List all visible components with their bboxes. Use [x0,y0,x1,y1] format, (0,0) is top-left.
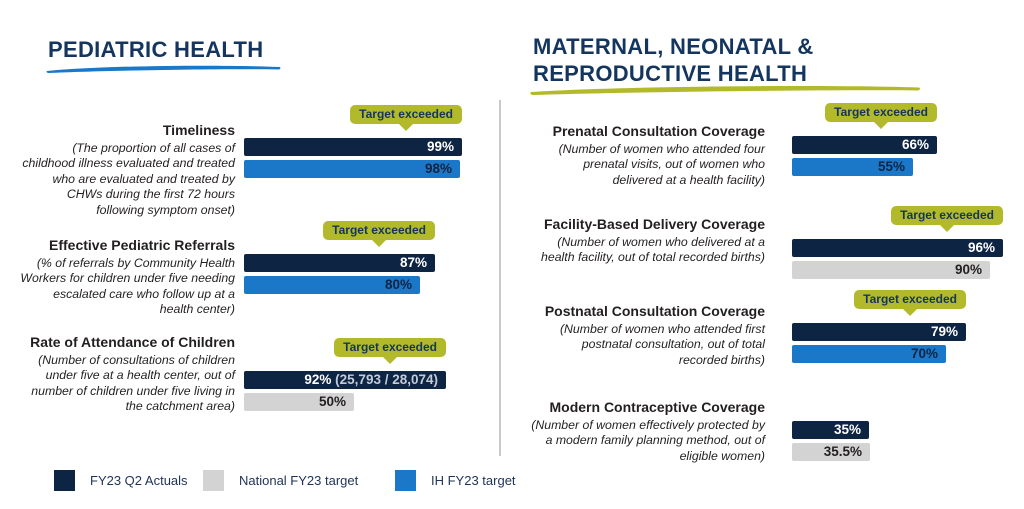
metric-referrals-text: Effective Pediatric Referrals (% of refe… [18,237,235,318]
metric-title: Modern Contraceptive Coverage [549,399,766,415]
bar-ih-fy23-target: 98% [244,160,460,178]
bar-fy23-q2-actuals: 99% [244,138,462,156]
legend-swatch-ih-target [395,470,416,491]
legend-label: National FY23 target [239,473,359,488]
metric-timeliness-text: Timeliness (The proportion of all cases … [18,122,235,218]
metric-description: (The proportion of all cases of childhoo… [22,140,235,217]
legend-item-national-target: National FY23 target [203,470,358,491]
badge-label: Target exceeded [863,292,957,306]
metric-postnatal-bars: Target exceeded 79% 70% [792,290,966,367]
maternal-health-heading: MATERNAL, NEONATAL & REPRODUCTIVE HEALTH [533,33,814,87]
badge-row: Target exceeded [244,105,462,131]
pediatric-health-heading: PEDIATRIC HEALTH [48,37,264,62]
metric-description: (Number of women who attended first post… [559,321,765,367]
metric-description: (Number of women effectively protected b… [531,417,765,463]
metric-prenatal-text: Prenatal Consultation Coverage (Number o… [531,123,765,188]
metric-contraceptive-text: Modern Contraceptive Coverage (Number of… [531,399,765,464]
target-exceeded-badge: Target exceeded [854,290,966,316]
metric-title: Facility-Based Delivery Coverage [544,216,765,232]
bar-national-fy23-target: 90% [792,261,990,279]
badge-label: Target exceeded [359,107,453,121]
legend-label: IH FY23 target [431,473,516,488]
bar-fy23-q2-actuals: 96% [792,239,1003,257]
legend-swatch-actuals [54,470,75,491]
bar-fy23-q2-actuals: 87% [244,254,435,272]
metric-title: Prenatal Consultation Coverage [552,123,765,139]
target-exceeded-badge: Target exceeded [825,103,937,129]
metric-attendance-text: Rate of Attendance of Children (Number o… [18,334,235,415]
legend-item-ih-target: IH FY23 target [395,470,516,491]
badge-label: Target exceeded [332,223,426,237]
maternal-heading-line2: REPRODUCTIVE HEALTH [533,61,808,86]
target-exceeded-badge: Target exceeded [334,338,446,364]
metric-postnatal-text: Postnatal Consultation Coverage (Number … [531,303,765,368]
brush-underline-blue [46,65,281,73]
brush-underline-olive [530,86,921,95]
bar-national-fy23-target: 50% [244,393,354,411]
metric-title: Rate of Attendance of Children [30,334,235,350]
legend-label: FY23 Q2 Actuals [90,473,188,488]
metric-facility-delivery-bars: Target exceeded 96% 90% [792,206,1003,283]
bar-fy23-q2-actuals: 92% (25,793 / 28,074) [244,371,446,389]
column-divider [499,100,501,456]
badge-label: Target exceeded [343,340,437,354]
badge-label: Target exceeded [900,208,994,222]
metric-attendance-bars: Target exceeded 92% (25,793 / 28,074) 50… [244,338,446,415]
metric-prenatal-bars: Target exceeded 66% 55% [792,103,937,180]
target-exceeded-badge: Target exceeded [891,206,1003,232]
badge-row: Target exceeded [244,221,435,247]
legend-swatch-national-target [203,470,224,491]
target-exceeded-badge: Target exceeded [323,221,435,247]
metric-description: (Number of women who delivered at a heal… [541,234,765,265]
badge-row: Target exceeded [792,103,937,129]
metric-description: (Number of women who attended four prena… [558,141,765,187]
metric-title: Effective Pediatric Referrals [49,237,235,253]
bar-fy23-q2-actuals: 79% [792,323,966,341]
metric-timeliness-bars: Target exceeded 99% 98% [244,105,462,182]
bar-national-fy23-target: 35.5% [792,443,870,461]
maternal-heading-line1: MATERNAL, NEONATAL & [533,34,814,59]
metric-title: Timeliness [162,122,235,138]
bar-fy23-q2-actuals: 66% [792,136,937,154]
metric-contraceptive-bars: 35% 35.5% [792,421,870,465]
metric-description: (% of referrals by Community Health Work… [20,255,235,317]
target-exceeded-badge: Target exceeded [350,105,462,131]
bar-ih-fy23-target: 55% [792,158,913,176]
legend-item-actuals: FY23 Q2 Actuals [54,470,188,491]
metric-title: Postnatal Consultation Coverage [544,303,765,319]
badge-label: Target exceeded [834,105,928,119]
badge-row: Target exceeded [244,338,446,364]
bar-fy23-q2-actuals: 35% [792,421,869,439]
badge-row: Target exceeded [792,206,1003,232]
metric-referrals-bars: Target exceeded 87% 80% [244,221,435,298]
badge-row: Target exceeded [792,290,966,316]
metric-facility-delivery-text: Facility-Based Delivery Coverage (Number… [531,216,765,266]
bar-ih-fy23-target: 70% [792,345,946,363]
metric-description: (Number of consultations of children und… [31,352,235,414]
bar-ih-fy23-target: 80% [244,276,420,294]
